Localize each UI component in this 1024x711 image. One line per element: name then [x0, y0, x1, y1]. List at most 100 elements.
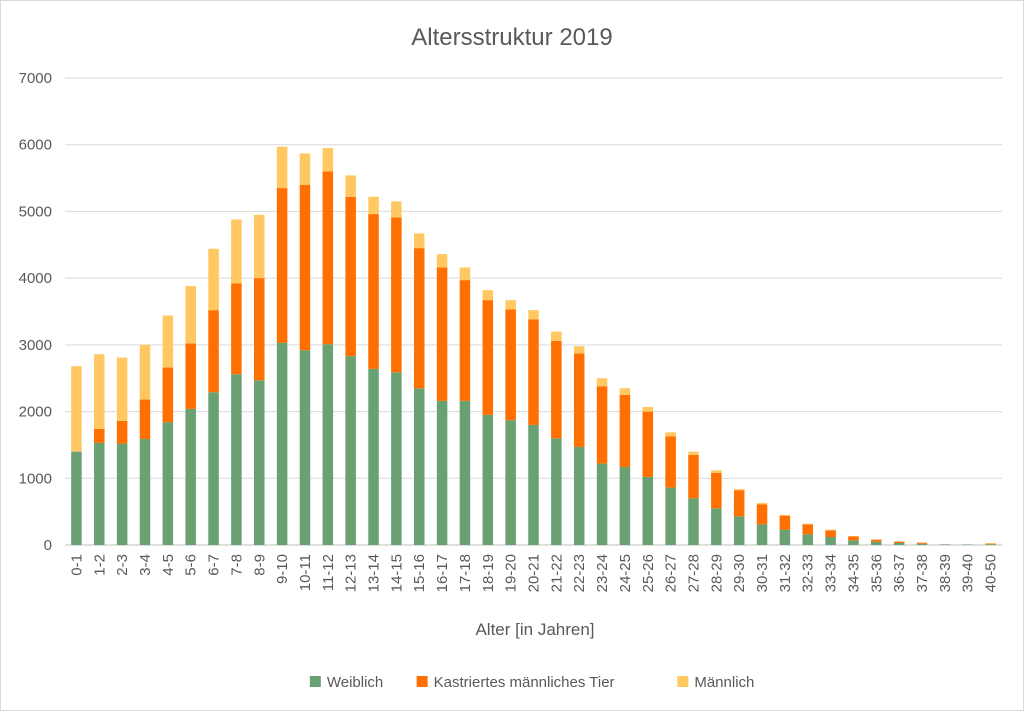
- bar-segment: [276, 342, 288, 545]
- x-tick-label: 24-25: [617, 554, 634, 592]
- x-tick-label: 34-35: [845, 554, 862, 592]
- bar-segment: [253, 278, 265, 381]
- bar-segment: [756, 502, 768, 505]
- x-tick-label: 6-7: [206, 554, 223, 576]
- bar-segment: [368, 368, 379, 545]
- bar-segment: [573, 353, 585, 447]
- bar-segment: [94, 442, 105, 545]
- bar-segment: [848, 536, 859, 541]
- bar-segment: [893, 541, 905, 543]
- x-tick-label: 38-39: [937, 554, 954, 592]
- x-tick-label: 22-23: [571, 554, 588, 592]
- legend-swatch: [416, 676, 428, 687]
- bar-segment: [619, 466, 631, 545]
- bar-segment: [916, 543, 928, 545]
- x-tick-label: 4-5: [160, 554, 177, 576]
- bar-segment: [116, 443, 128, 545]
- bar-segment: [368, 214, 379, 369]
- x-tick-label: 33-34: [823, 554, 840, 592]
- y-tick-label: 2000: [19, 404, 52, 421]
- x-tick-label: 17-18: [457, 554, 474, 592]
- bar-segment: [505, 300, 516, 310]
- bar-segment: [825, 536, 836, 545]
- bar-segment: [345, 196, 356, 357]
- x-tick-label: 5-6: [183, 554, 200, 576]
- x-tick-label: 13-14: [366, 554, 383, 592]
- bar-segment: [893, 542, 905, 545]
- bar-segment: [459, 400, 471, 545]
- bar-segment: [253, 214, 265, 279]
- bar-segment: [711, 470, 722, 473]
- x-axis-title: Alter [in Jahren]: [475, 620, 594, 639]
- bar-segment: [413, 388, 425, 545]
- x-tick-label: 30-31: [754, 554, 771, 592]
- x-tick-label: 23-24: [594, 554, 611, 592]
- bar-segment: [733, 488, 745, 491]
- bar-segment: [505, 420, 516, 545]
- bar-segment: [505, 309, 516, 421]
- bar-segment: [459, 267, 471, 281]
- bar-segment: [368, 196, 379, 215]
- bar-segment: [985, 542, 996, 544]
- bar-segment: [208, 310, 219, 393]
- x-tick-label: 36-37: [891, 554, 908, 592]
- y-axis-ticks: 0 1000 2000 3000 4000 5000 6000 7000: [19, 70, 52, 554]
- bar-segment: [71, 366, 82, 452]
- bar-segment: [139, 344, 151, 400]
- bars: [71, 146, 996, 545]
- bar-segment: [139, 438, 151, 545]
- x-tick-label: 8-9: [251, 554, 268, 576]
- bar-segment: [276, 146, 288, 189]
- y-tick-label: 6000: [19, 137, 52, 154]
- x-tick-label: 0-1: [68, 554, 85, 576]
- bar-segment: [528, 424, 539, 545]
- bar-segment: [459, 280, 471, 401]
- x-tick-label: 3-4: [137, 554, 154, 576]
- bar-segment: [779, 515, 791, 530]
- bar-segment: [573, 446, 585, 545]
- bar-segment: [162, 315, 174, 368]
- bar-segment: [551, 340, 562, 439]
- bar-segment: [322, 148, 334, 172]
- bar-segment: [299, 350, 311, 545]
- bar-segment: [231, 283, 242, 375]
- x-tick-label: 15-16: [411, 554, 428, 592]
- bar-segment: [208, 392, 219, 545]
- bar-segment: [94, 428, 105, 443]
- bar-segment: [916, 542, 928, 544]
- bar-segment: [94, 354, 105, 429]
- legend-swatch: [309, 676, 321, 687]
- bar-segment: [116, 357, 128, 421]
- bar-segment: [299, 184, 311, 351]
- legend-label: Weiblich: [327, 674, 383, 691]
- x-tick-label: 9-10: [274, 554, 291, 584]
- bar-segment: [756, 524, 768, 545]
- bar-segment: [802, 534, 814, 545]
- bar-segment: [299, 153, 311, 185]
- bar-segment: [322, 344, 334, 545]
- x-tick-label: 26-27: [663, 554, 680, 592]
- bar-segment: [642, 411, 654, 477]
- x-tick-label: 37-38: [914, 554, 931, 592]
- bar-segment: [391, 201, 402, 218]
- bar-segment: [391, 217, 402, 373]
- bar-segment: [642, 476, 654, 545]
- bar-segment: [825, 529, 836, 531]
- bar-segment: [985, 544, 996, 545]
- y-tick-label: 7000: [19, 70, 52, 87]
- bar-segment: [665, 432, 676, 437]
- x-tick-label: 10-11: [297, 554, 314, 591]
- bar-segment: [802, 523, 814, 525]
- bar-segment: [596, 463, 608, 545]
- x-tick-label: 29-30: [731, 554, 748, 592]
- x-tick-label: 2-3: [114, 554, 131, 576]
- y-tick-label: 5000: [19, 203, 52, 220]
- bar-segment: [116, 420, 128, 444]
- bar-segment: [619, 388, 631, 395]
- bar-segment: [665, 487, 676, 545]
- bar-segment: [573, 346, 585, 354]
- bar-segment: [162, 367, 174, 423]
- bar-segment: [231, 219, 242, 284]
- bar-segment: [688, 454, 699, 499]
